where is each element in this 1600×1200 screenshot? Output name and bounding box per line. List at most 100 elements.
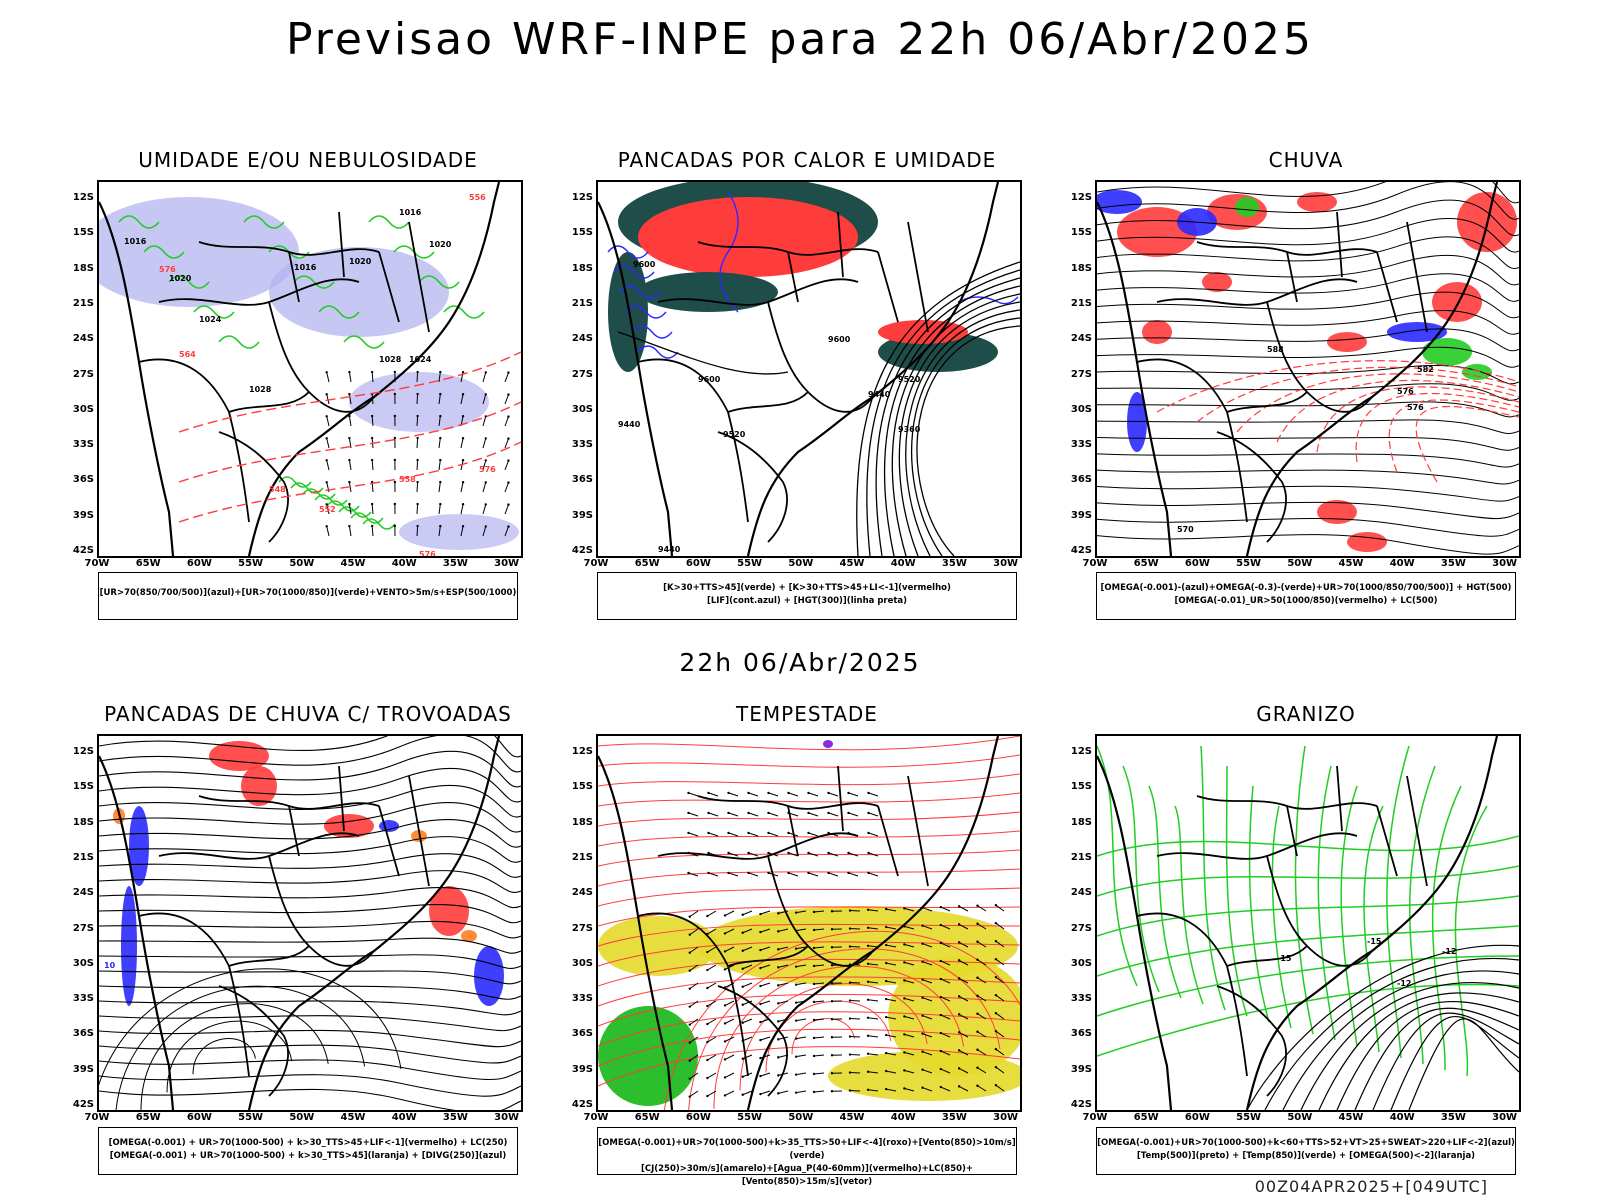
humidity-contour-green bbox=[418, 275, 460, 289]
precipitable-water-contour bbox=[598, 906, 1020, 927]
wind-vector-head bbox=[507, 437, 510, 440]
height-contour-red bbox=[1196, 366, 1519, 423]
latitude-tick-label: 24S bbox=[72, 333, 94, 345]
wind-vector bbox=[416, 437, 419, 449]
wind-vector-head bbox=[830, 910, 834, 913]
wind-vector bbox=[416, 503, 419, 515]
wind-vector-head bbox=[687, 811, 690, 815]
wind-vector-head bbox=[903, 943, 906, 946]
contour-label: 570 bbox=[1177, 525, 1194, 534]
wind-vector bbox=[416, 481, 419, 493]
wind-vector bbox=[326, 372, 330, 383]
wind-vector-head bbox=[812, 1018, 816, 1022]
wind-vector-head bbox=[794, 1055, 798, 1058]
wind-vector-head bbox=[370, 436, 374, 440]
longitude-tick-label: 55W bbox=[238, 1112, 264, 1123]
wind-vector-head bbox=[830, 1072, 834, 1075]
wind-vector bbox=[326, 460, 330, 471]
wind-vector-head bbox=[439, 414, 442, 418]
thickness-contour-red bbox=[178, 441, 521, 523]
wind-vector bbox=[760, 928, 771, 933]
wind-vector bbox=[796, 910, 807, 914]
streamline bbox=[99, 1088, 521, 1110]
wind-vector-head bbox=[848, 1071, 852, 1074]
streamline bbox=[99, 903, 521, 924]
wind-vector-head bbox=[688, 1095, 691, 1098]
wind-vector-head bbox=[325, 437, 328, 440]
wind-vector-head bbox=[830, 946, 834, 949]
humidity-contour-green bbox=[318, 305, 360, 319]
contour-label: 1028 bbox=[379, 355, 402, 364]
wind-vector bbox=[904, 1069, 915, 1074]
wind-vector-head bbox=[747, 791, 750, 795]
wind-vector bbox=[371, 393, 374, 405]
height-contour bbox=[856, 261, 1020, 556]
longitude-tick-label: 40W bbox=[1389, 1112, 1415, 1123]
wind-vector bbox=[868, 945, 879, 948]
wind-vector-head bbox=[903, 961, 906, 964]
wind-vector-head bbox=[439, 480, 442, 484]
longitude-tick-label: 55W bbox=[1236, 558, 1262, 569]
wind-vector bbox=[460, 438, 464, 449]
wind-vector bbox=[438, 394, 441, 405]
wind-vector-head bbox=[884, 1015, 888, 1019]
wind-vector-head bbox=[807, 871, 810, 875]
wind-vector bbox=[886, 1070, 897, 1074]
wind-vector-head bbox=[827, 791, 830, 795]
wind-vector bbox=[742, 1000, 753, 1006]
wind-vector-head bbox=[830, 964, 834, 967]
wind-vector-head bbox=[688, 1077, 691, 1080]
rain-area-red bbox=[1142, 320, 1172, 344]
humidity-contour-green bbox=[218, 335, 260, 349]
wind-vector bbox=[689, 1072, 699, 1080]
contour-label: 9600 bbox=[633, 260, 656, 269]
wind-vector-head bbox=[759, 1038, 762, 1042]
wind-vector bbox=[326, 504, 330, 515]
wind-vector-head bbox=[707, 811, 710, 815]
wind-vector-head bbox=[994, 993, 998, 997]
panel-6-legend: [OMEGA(-0.001)+UR>70(1000-500)+k<60+TTS>… bbox=[1096, 1127, 1516, 1175]
lifted-index-contour bbox=[719, 191, 739, 313]
storm-area-orange bbox=[461, 930, 477, 942]
longitude-tick-label: 65W bbox=[1133, 558, 1159, 569]
wind-vector bbox=[504, 394, 509, 405]
wind-vector-head bbox=[348, 502, 351, 506]
wind-vector bbox=[788, 872, 799, 877]
coastline bbox=[99, 736, 501, 1110]
streamline bbox=[99, 750, 521, 788]
height-contour bbox=[898, 301, 1020, 556]
wind-vector-head bbox=[994, 1047, 998, 1051]
wind-vector bbox=[995, 922, 1005, 930]
wind-vector bbox=[868, 792, 879, 797]
state-border bbox=[637, 358, 749, 523]
wind-vector-head bbox=[976, 976, 979, 979]
wind-vector bbox=[977, 905, 987, 912]
wind-vector bbox=[995, 1048, 1005, 1056]
storm-area-red bbox=[241, 766, 277, 806]
lifted-index-contour bbox=[637, 345, 679, 359]
wind-vector bbox=[438, 504, 441, 515]
contour-label: 1016 bbox=[124, 237, 147, 246]
jet-area-yellow bbox=[598, 916, 718, 976]
wind-vector bbox=[796, 1054, 807, 1058]
wind-vector bbox=[504, 438, 509, 449]
wind-vector-head bbox=[827, 811, 830, 815]
run-timestamp: 00Z04APR2025+[049UTC] bbox=[1254, 1177, 1488, 1196]
wind-vector bbox=[688, 812, 699, 817]
wind-vector-head bbox=[939, 995, 943, 999]
precipitable-water-contour bbox=[598, 736, 1020, 751]
legend-line: [OMEGA(-0.001) + UR>70(1000-500) + k>30_… bbox=[108, 1138, 508, 1148]
wind-vector bbox=[922, 943, 933, 948]
rain-area-blue bbox=[1127, 392, 1147, 452]
wind-vector bbox=[977, 977, 987, 984]
height-contour bbox=[875, 277, 1020, 556]
wind-vector-head bbox=[787, 871, 790, 875]
instability-area-green bbox=[608, 252, 648, 372]
streamline bbox=[99, 1059, 521, 1081]
humidity-contour-green bbox=[302, 488, 336, 500]
wind-vector-head bbox=[884, 961, 888, 965]
wind-vector bbox=[808, 832, 819, 837]
wind-vector-head bbox=[812, 982, 816, 986]
precipitable-water-contour bbox=[598, 830, 1020, 847]
latitude-tick-label: 30S bbox=[571, 957, 593, 969]
